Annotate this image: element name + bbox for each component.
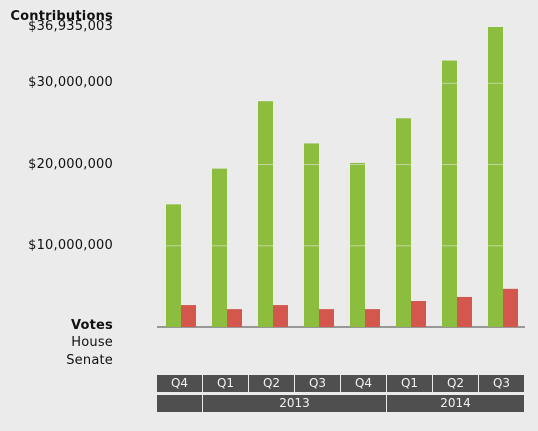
secondary-bar	[457, 296, 472, 327]
y-tick-label: $36,935,003	[28, 19, 113, 34]
contributions-bar	[350, 162, 365, 327]
secondary-bar	[365, 309, 380, 327]
y-tick-label: $10,000,000	[28, 237, 113, 253]
quarter-label: Q2	[433, 375, 479, 392]
contributions-bar	[304, 143, 319, 327]
year-label	[157, 395, 203, 412]
contributions-bar	[258, 101, 273, 327]
y-tick-label: $30,000,000	[28, 75, 113, 91]
quarter-label: Q3	[295, 375, 341, 392]
y-tick-label: $20,000,000	[28, 156, 113, 172]
secondary-bar	[273, 305, 288, 327]
quarter-label: Q2	[249, 375, 295, 392]
secondary-bar	[503, 288, 518, 327]
quarter-label: Q4	[157, 375, 203, 392]
contributions-bar	[488, 27, 503, 327]
house-row-label: House	[71, 335, 113, 350]
secondary-bar	[319, 309, 334, 327]
year-label: 2014	[387, 395, 525, 412]
senate-row-label: Senate	[66, 353, 113, 368]
quarter-label: Q1	[203, 375, 249, 392]
votes-section-title: Votes	[70, 318, 113, 333]
quarter-label: Q3	[479, 375, 525, 392]
contributions-bar	[212, 168, 227, 327]
secondary-bar	[181, 305, 196, 327]
quarter-label: Q4	[341, 375, 387, 392]
secondary-bar	[227, 309, 242, 327]
contributions-bar	[442, 60, 457, 327]
contributions-axis-title: Contributions	[10, 9, 113, 24]
contributions-bar	[396, 118, 411, 328]
secondary-bar	[411, 301, 426, 327]
year-label: 2013	[203, 395, 387, 412]
contributions-bar	[166, 204, 181, 327]
quarter-label: Q1	[387, 375, 433, 392]
